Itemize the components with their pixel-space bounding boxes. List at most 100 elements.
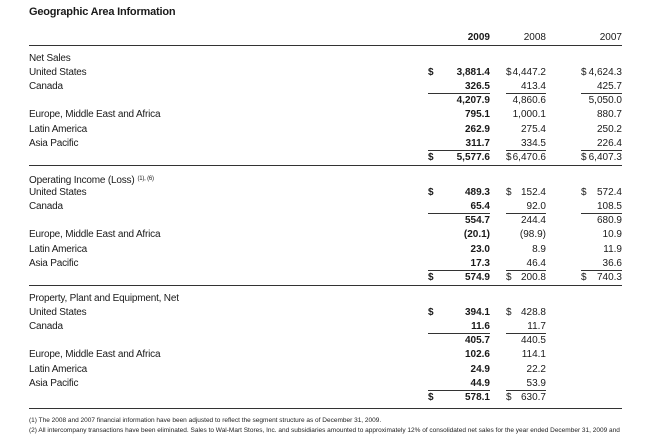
section-rule [29, 45, 622, 46]
cell-value: 108.5 [596, 201, 622, 213]
subtotal-rule [506, 333, 546, 334]
cell-2009: $489.3 [428, 186, 490, 200]
cell-value: 4,624.3 [588, 67, 622, 79]
cell-value: 46.4 [526, 257, 546, 269]
cell-value: 680.9 [596, 215, 622, 227]
table-row: Europe, Middle East and Africa 102.6 114.1 [0, 348, 651, 362]
cell-2009: 65.4 [428, 200, 490, 214]
cell-value: 1,000.1 [512, 109, 546, 121]
cell-2007: 680.9 [581, 214, 622, 228]
cell-value: 413.4 [520, 81, 546, 93]
section-header: Net Sales [0, 52, 651, 66]
table-row: Europe, Middle East and Africa (20.1) (98.… [0, 228, 651, 242]
cell-2007: $572.4 [581, 186, 622, 200]
table-row: Latin America 23.0 8.9 11.9 [0, 243, 651, 257]
cell-2008: 22.2 [506, 363, 546, 377]
currency-symbol: $ [428, 151, 434, 163]
cell-2009: $3,881.4 [428, 66, 490, 80]
table-row: Canada 11.6 11.7 [0, 320, 651, 334]
subtotal-rule [428, 93, 490, 94]
cell-2008: 334.5 [506, 137, 546, 151]
cell-2008: $6,470.6 [506, 151, 546, 165]
cell-2008: 4,860.6 [506, 94, 546, 108]
cell-2009: $5,577.6 [428, 151, 490, 165]
table-row: Asia Pacific 17.3 46.4 36.6 [0, 257, 651, 271]
cell-2008: $200.8 [506, 271, 546, 285]
cell-value: 5,577.6 [456, 151, 490, 163]
cell-2008: 114.1 [506, 348, 546, 362]
row-label: Latin America [29, 123, 87, 135]
subtotal-rule [506, 270, 546, 271]
currency-symbol: $ [428, 391, 434, 403]
section-header-label: Property, Plant and Equipment, Net [29, 292, 179, 306]
subtotal-rule [428, 150, 490, 151]
cell-value: 630.7 [520, 391, 546, 403]
cell-2008: 11.7 [506, 320, 546, 334]
cell-2007: 36.6 [581, 257, 622, 271]
cell-value: 311.7 [465, 137, 490, 149]
cell-2009: 795.1 [428, 108, 490, 122]
cell-value: 8.9 [532, 243, 546, 255]
cell-value: 572.4 [596, 187, 622, 199]
subtotal-rule [581, 150, 622, 151]
cell-value: 795.1 [464, 109, 490, 121]
section-header: Operating Income (Loss) (1), (6) [0, 172, 651, 186]
cell-value: 394.1 [464, 307, 490, 319]
table-row: $5,577.6 $6,470.6 $6,407.3 [0, 151, 651, 165]
row-label: Latin America [29, 243, 87, 255]
row-label: United States [29, 187, 87, 199]
footnote: (1) The 2008 and 2007 financial informat… [29, 417, 382, 424]
cell-2007: 226.4 [581, 137, 622, 151]
subtotal-rule [428, 390, 490, 391]
year-header-2008: 2008 [523, 32, 546, 43]
subtotal-rule [581, 93, 622, 94]
cell-value: 489.3 [464, 187, 490, 199]
cell-2009: 102.6 [428, 348, 490, 362]
row-label: Asia Pacific [29, 137, 79, 149]
cell-2008: $4,447.2 [506, 66, 546, 80]
cell-value: 4,447.2 [512, 67, 546, 79]
cell-value: 11.9 [603, 243, 622, 255]
cell-2008: $630.7 [506, 391, 546, 405]
cell-value: 152.4 [520, 187, 546, 199]
subtotal-rule [506, 213, 546, 214]
table-row: United States $3,881.4 $4,447.2 $4,624.3 [0, 66, 651, 80]
cell-value: 17.3 [470, 257, 490, 269]
cell-value: 578.1 [464, 391, 490, 403]
subtotal-rule [581, 270, 622, 271]
footnote: (2) All intercompany transactions have b… [29, 427, 620, 434]
cell-2009: $574.9 [428, 271, 490, 285]
table-row: United States $489.3 $152.4 $572.4 [0, 186, 651, 200]
row-label: Canada [29, 201, 63, 213]
table-row: Asia Pacific 311.7 334.5 226.4 [0, 137, 651, 151]
cell-value: 10.9 [602, 229, 622, 241]
cell-value: 250.2 [596, 123, 622, 135]
table-row: Europe, Middle East and Africa 795.1 1,000… [0, 108, 651, 122]
cell-2009: 11.6 [428, 320, 490, 334]
table-row: $574.9 $200.8 $740.3 [0, 271, 651, 285]
cell-value: 6,470.6 [512, 151, 546, 163]
row-label: Latin America [29, 363, 87, 375]
currency-symbol: $ [506, 151, 512, 163]
currency-symbol: $ [581, 151, 587, 163]
cell-2007: 11.9 [581, 243, 622, 257]
currency-symbol: $ [581, 67, 587, 79]
cell-2007: 10.9 [581, 228, 622, 242]
cell-value: 554.7 [464, 215, 490, 227]
section-title: Net Sales [29, 53, 71, 64]
table-row: 4,207.9 4,860.6 5,050.0 [0, 94, 651, 108]
cell-value: 428.8 [520, 307, 546, 319]
cell-value: 334.5 [520, 137, 546, 149]
footnote-ref: (1), (6) [137, 176, 154, 182]
cell-value: 11.7 [527, 321, 546, 333]
cell-value: (20.1) [463, 229, 490, 241]
table-row: Asia Pacific 44.9 53.9 [0, 377, 651, 391]
row-label: Canada [29, 81, 63, 93]
cell-2009: (20.1) [428, 228, 490, 242]
section-header-label: Net Sales [29, 52, 71, 66]
cell-2007: $4,624.3 [581, 66, 622, 80]
row-label: Asia Pacific [29, 257, 79, 269]
subtotal-rule [506, 390, 546, 391]
cell-value: 425.7 [596, 81, 622, 93]
cell-2008: 1,000.1 [506, 108, 546, 122]
